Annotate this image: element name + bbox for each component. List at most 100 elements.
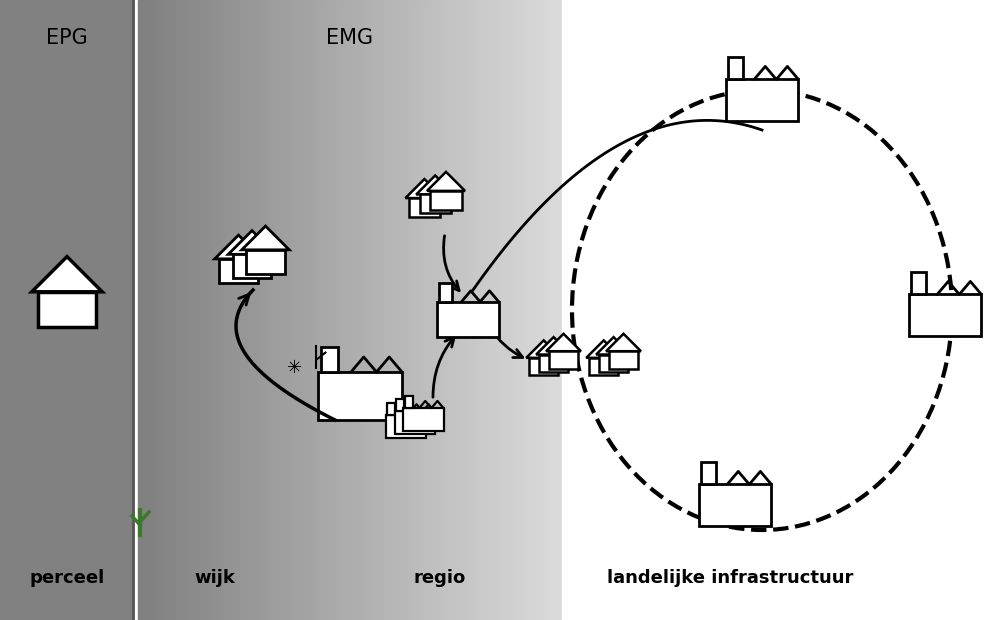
Bar [486,0,491,620]
Bar [232,0,237,620]
Bar [426,0,432,620]
Bar [396,399,404,412]
Bar [452,0,457,620]
Bar [439,0,445,620]
Bar [248,0,253,620]
Bar [401,0,406,620]
Bar [545,0,550,620]
Polygon shape [587,340,621,358]
Bar [456,0,461,620]
Bar [256,0,262,620]
Polygon shape [242,226,289,250]
Bar [246,250,285,273]
Bar [286,0,292,620]
Bar [609,351,638,369]
Bar [726,79,799,121]
Bar [210,0,215,620]
Bar [236,0,241,620]
Bar [138,0,143,620]
Bar [354,0,360,620]
Polygon shape [316,352,326,360]
Bar [142,0,148,620]
Bar [189,0,194,620]
Bar [387,402,395,415]
Bar [422,0,427,620]
Bar [405,0,410,620]
Bar [312,0,317,620]
Bar [320,0,325,620]
Polygon shape [228,231,276,254]
Bar [337,0,342,620]
Bar [197,0,202,620]
Polygon shape [527,340,561,358]
Bar [409,198,440,217]
Bar [184,0,190,620]
Bar [333,0,338,620]
Polygon shape [416,175,455,195]
Bar [444,0,449,620]
Bar [507,0,512,620]
Bar [532,0,537,620]
Bar [524,0,529,620]
Bar [328,0,334,620]
Bar [147,0,152,620]
Bar [384,0,389,620]
Bar [729,57,742,79]
Bar [494,0,499,620]
Bar [431,0,436,620]
Bar [321,347,337,372]
Bar [376,0,381,620]
Bar [159,0,165,620]
Bar [549,351,578,369]
Bar [599,355,628,372]
Bar [38,292,96,327]
Bar [388,0,393,620]
Bar [490,0,495,620]
Bar [317,0,321,620]
Bar [278,0,283,620]
Bar [214,0,220,620]
Bar [440,283,452,302]
Bar [359,0,364,620]
Bar [168,0,173,620]
Bar [473,0,478,620]
Bar [448,0,453,620]
Polygon shape [536,337,571,355]
Bar [180,0,185,620]
Bar [341,0,347,620]
Bar [233,254,271,278]
Bar [562,0,986,620]
Bar [386,415,426,438]
Bar [539,355,568,372]
Bar [477,0,482,620]
Bar [252,0,257,620]
Polygon shape [215,235,262,259]
Polygon shape [32,257,103,292]
Bar [164,0,169,620]
Bar [405,396,413,408]
Bar [172,0,177,620]
Bar [481,0,487,620]
Bar [435,0,440,620]
Polygon shape [606,334,641,351]
Bar [269,0,275,620]
Bar [367,0,372,620]
Bar [206,0,211,620]
Bar [540,0,546,620]
Bar [227,0,233,620]
Polygon shape [546,334,581,351]
Bar [261,0,266,620]
Bar [516,0,521,620]
Bar [291,0,296,620]
Text: wijk: wijk [194,569,236,587]
Bar [468,0,474,620]
Bar [392,0,397,620]
Bar [151,0,156,620]
Bar [299,0,305,620]
Bar [394,412,435,434]
Text: EPG: EPG [46,28,88,48]
Bar [511,0,517,620]
Bar [503,0,508,620]
Bar [464,0,469,620]
Text: landelijke infrastructuur: landelijke infrastructuur [606,569,853,587]
